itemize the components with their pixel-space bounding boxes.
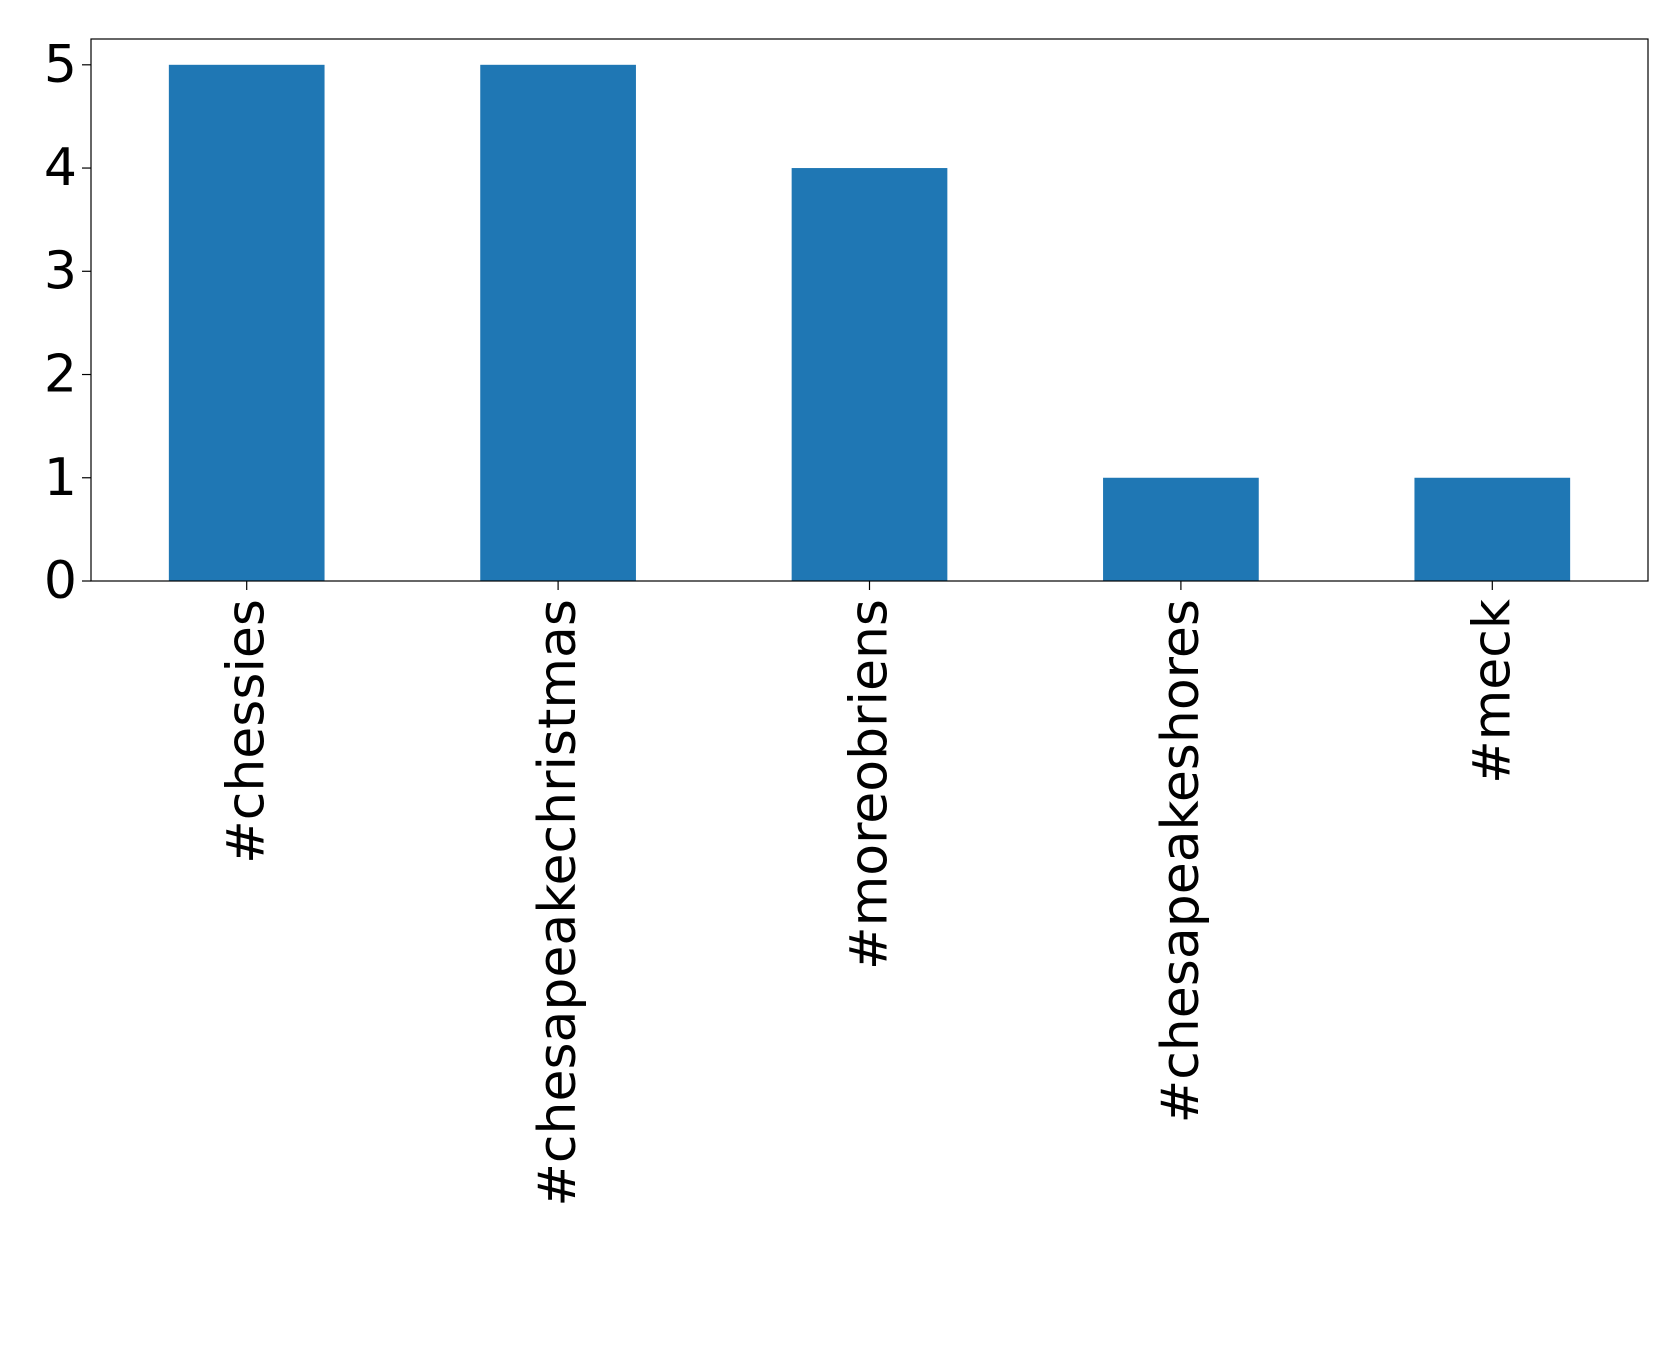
bars-group xyxy=(168,64,1571,582)
bar-chessies xyxy=(168,64,325,582)
y-tick-label: 4 xyxy=(44,138,77,198)
y-axis: 0 1 2 3 4 5 xyxy=(44,35,91,611)
x-tick-label: #chessies xyxy=(217,599,277,864)
plot-frame xyxy=(90,38,1649,582)
y-tick-label: 3 xyxy=(44,241,77,301)
bar-chesapeakechristmas xyxy=(480,64,636,582)
y-tick-label: 1 xyxy=(44,448,77,508)
bar-moreobriens xyxy=(791,168,948,582)
x-axis: #chessies #chesapeakechristmas #moreobrien… xyxy=(217,581,1522,1207)
x-tick-label: #moreobriens xyxy=(840,599,900,970)
y-tick-label: 0 xyxy=(44,551,77,611)
x-tick-label: #chesapeakeshores xyxy=(1151,599,1211,1123)
bar-chesapeakeshores xyxy=(1103,477,1259,581)
bar-meck xyxy=(1414,477,1571,581)
y-tick-label: 5 xyxy=(44,35,77,95)
x-tick-label: #meck xyxy=(1462,599,1522,784)
x-tick-label: #chesapeakechristmas xyxy=(528,599,588,1207)
y-tick-label: 2 xyxy=(44,345,77,405)
